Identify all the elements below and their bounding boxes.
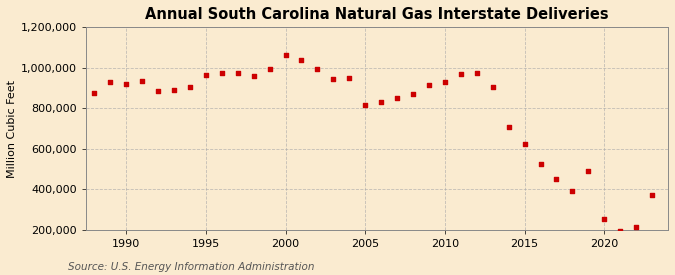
Point [408,92,418,96]
Point [360,103,371,108]
Point [583,169,594,173]
Text: Source: U.S. Energy Information Administration: Source: U.S. Energy Information Administ… [68,262,314,272]
Point [439,80,450,84]
Point [615,229,626,233]
Point [535,162,546,166]
Point [169,88,180,92]
Point [551,177,562,181]
Point [647,193,657,197]
Point [630,225,641,229]
Point [280,53,291,57]
Point [487,85,498,89]
Point [296,57,307,62]
Point [312,67,323,71]
Point [184,85,195,89]
Point [264,67,275,71]
Point [217,71,227,75]
Point [153,89,163,93]
Point [136,79,147,83]
Point [504,124,514,129]
Point [200,73,211,77]
Point [567,189,578,194]
Point [89,91,100,95]
Point [456,72,466,76]
Point [599,216,610,221]
Y-axis label: Million Cubic Feet: Million Cubic Feet [7,79,17,178]
Point [105,80,115,84]
Point [519,142,530,146]
Point [424,83,435,87]
Title: Annual South Carolina Natural Gas Interstate Deliveries: Annual South Carolina Natural Gas Inters… [145,7,609,22]
Point [328,77,339,81]
Point [471,71,482,75]
Point [248,74,259,78]
Point [121,82,132,86]
Point [344,76,354,80]
Point [232,71,243,75]
Point [392,96,402,100]
Point [376,100,387,104]
